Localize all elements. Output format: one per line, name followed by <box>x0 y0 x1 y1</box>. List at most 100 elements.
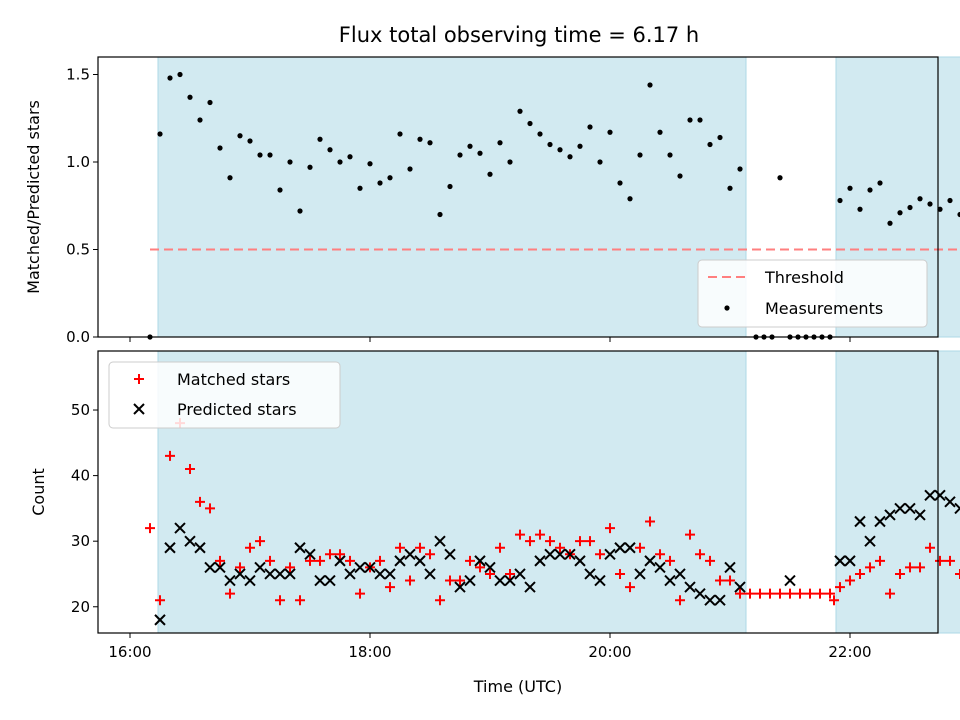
matched-star-point <box>275 595 285 606</box>
matched-star-point <box>475 562 485 573</box>
predicted-star-point <box>704 594 716 606</box>
measurement-point <box>697 117 703 123</box>
predicted-star-point <box>954 502 960 515</box>
predicted-star-point <box>244 574 256 587</box>
predicted-star-point <box>354 561 366 574</box>
measurement-point <box>507 159 513 165</box>
x-tick-label: 16:00 <box>108 643 151 661</box>
predicted-star-point <box>374 568 386 580</box>
predicted-star-point <box>514 568 526 580</box>
legend-predicted-swatch <box>133 403 145 415</box>
legend-measurements-swatch <box>724 305 730 311</box>
matched-star-point <box>785 588 795 599</box>
matched-star-point <box>445 575 455 586</box>
measurement-point <box>187 94 193 100</box>
measurement-point <box>777 175 783 181</box>
measurement-point <box>517 108 523 114</box>
matched-star-points <box>145 418 960 606</box>
matched-star-point <box>385 582 395 593</box>
measurement-point <box>477 150 483 156</box>
predicted-star-point <box>864 535 876 547</box>
legend-matched-marker <box>134 374 144 384</box>
predicted-star-point <box>664 574 676 587</box>
matched-star-point <box>905 562 915 573</box>
measurement-point <box>907 204 913 211</box>
y-tick-label: 1.5 <box>66 66 90 84</box>
measurement-point <box>627 196 633 202</box>
predicted-star-point <box>324 574 336 587</box>
predicted-star-point <box>724 561 736 574</box>
predicted-star-point <box>484 561 496 574</box>
count-plot-frame <box>97 350 939 634</box>
predicted-star-point <box>184 535 196 547</box>
measurement-point <box>847 185 853 191</box>
y-tick-label: 30 <box>71 532 90 550</box>
measurement-point <box>267 152 273 158</box>
measurement-point <box>467 143 473 149</box>
matched-star-point <box>635 542 645 553</box>
ratio-y-axis-ticks: 0.0 0.5 1.0 1.5 <box>66 66 98 346</box>
measurement-point <box>737 166 743 172</box>
measurement-point <box>877 180 883 186</box>
matched-star-point <box>355 588 365 599</box>
measurement-point <box>557 147 563 153</box>
matched-star-point <box>185 464 195 475</box>
matched-star-point <box>805 588 815 599</box>
matched-star-point <box>505 568 515 579</box>
predicted-star-point <box>584 568 596 580</box>
matched-star-point <box>715 575 725 586</box>
predicted-star-point <box>654 561 666 574</box>
predicted-star-point <box>944 496 956 508</box>
measurement-point <box>337 159 343 165</box>
matched-star-point <box>829 595 839 606</box>
predicted-star-point <box>394 555 406 567</box>
predicted-star-point <box>674 568 686 580</box>
predicted-star-point <box>314 574 326 587</box>
ratio-legend-box <box>697 259 928 328</box>
predicted-star-point <box>594 574 606 587</box>
measurement-point <box>947 197 953 204</box>
matched-star-point <box>255 536 265 547</box>
matched-star-point <box>545 536 555 547</box>
predicted-star-point <box>224 574 236 587</box>
measurement-point <box>367 161 373 167</box>
predicted-star-point <box>554 548 566 561</box>
matched-star-point <box>525 536 535 547</box>
matched-star-point <box>835 582 845 593</box>
measurement-point <box>227 175 233 181</box>
matched-star-point <box>575 536 585 547</box>
y-tick-label: 40 <box>71 467 90 485</box>
matched-star-point <box>925 542 935 553</box>
measurement-point <box>457 152 463 158</box>
predicted-star-point <box>614 542 626 554</box>
legend-predicted-marker <box>133 403 145 415</box>
predicted-star-point <box>264 568 276 580</box>
measurement-point <box>617 180 623 186</box>
predicted-star-point <box>844 555 856 567</box>
measurement-point <box>447 183 453 190</box>
measurement-point <box>387 175 393 181</box>
matched-star-point <box>845 575 855 586</box>
predicted-star-point <box>834 555 846 567</box>
predicted-star-point <box>294 542 306 554</box>
observing-band-2 <box>835 350 960 634</box>
measurement-point <box>587 124 593 130</box>
ratio-plot-frame <box>97 56 939 338</box>
predicted-star-points <box>154 489 960 626</box>
matched-star-point <box>295 595 305 606</box>
predicted-star-point <box>464 574 476 587</box>
predicted-star-point <box>634 568 646 580</box>
matched-star-point <box>195 496 205 507</box>
matched-star-point <box>535 529 545 540</box>
measurement-point <box>647 82 653 88</box>
measurement-point <box>657 129 663 135</box>
measurement-point <box>427 140 433 146</box>
matched-star-point <box>285 562 295 573</box>
matched-star-point <box>265 555 275 566</box>
matched-star-point <box>205 503 215 514</box>
legend-threshold-label: Threshold <box>764 268 844 287</box>
predicted-star-point <box>284 568 296 580</box>
matched-star-point <box>375 555 385 566</box>
